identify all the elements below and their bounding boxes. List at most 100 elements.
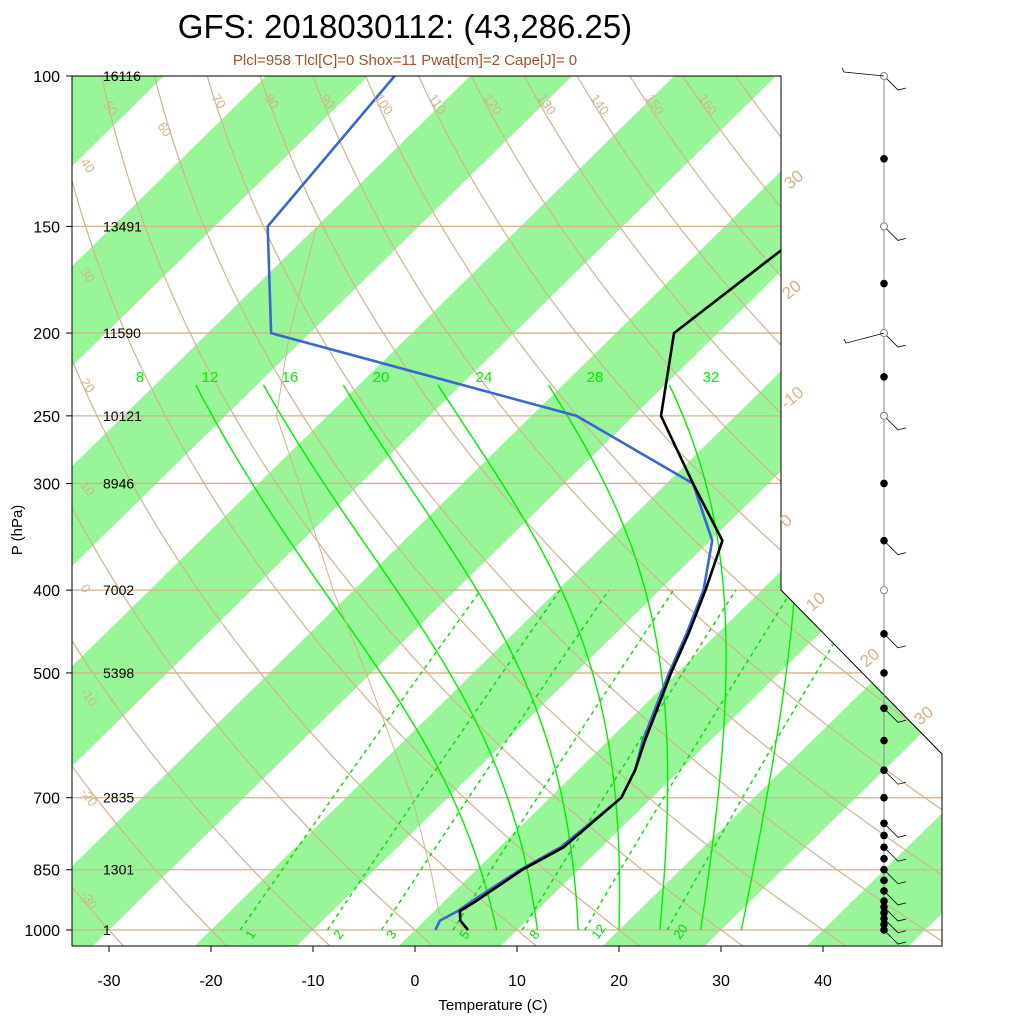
wind-barb xyxy=(883,823,907,838)
y-axis-label: P (hPa) xyxy=(9,505,26,556)
wind-barb-column xyxy=(841,67,907,945)
mixing-ratio-line xyxy=(452,589,675,931)
temperature-tick-label: -30 xyxy=(97,973,120,990)
chart-title: GFS: 2018030112: (43,286.25) xyxy=(177,8,633,45)
dry-adiabat xyxy=(930,76,942,946)
x-axis-label: Temperature (C) xyxy=(438,997,547,1014)
wind-barb xyxy=(883,769,907,785)
pressure-tick-label: 250 xyxy=(33,409,60,426)
mixing-ratio-line xyxy=(521,589,737,931)
moist-adiabat xyxy=(262,384,539,931)
temperature-tick-label: 40 xyxy=(814,973,832,990)
wind-barb xyxy=(883,226,907,241)
moist-adiabat-label: 16 xyxy=(282,369,299,386)
wind-level-dot xyxy=(880,793,888,802)
dry-adiabat-label: 40 xyxy=(78,155,99,175)
height-label: 16116 xyxy=(103,68,141,84)
dry-adiabat-label: 60 xyxy=(155,119,176,139)
temperature-tick-label: 30 xyxy=(712,973,730,990)
dry-adiabat-label: 140 xyxy=(588,91,613,117)
height-label: 2835 xyxy=(103,790,134,806)
isotherm-label: 10 xyxy=(802,588,829,615)
wind-level-dot xyxy=(880,897,888,905)
dry-adiabat-label: -20 xyxy=(78,785,101,809)
isotherm-band xyxy=(72,76,612,946)
wind-barb xyxy=(883,929,907,945)
dry-adiabat xyxy=(305,76,942,946)
wind-calm-marker xyxy=(880,411,888,420)
plot-frame xyxy=(71,75,943,947)
height-label: 8946 xyxy=(103,475,134,491)
moist-adiabat-label: 32 xyxy=(703,369,720,386)
pressure-tick-label: 700 xyxy=(33,791,60,808)
dewpoint-line xyxy=(266,76,714,931)
isotherm-band xyxy=(72,76,942,946)
wind-barb xyxy=(883,415,907,431)
wind-level-dot xyxy=(880,669,888,677)
moist-adiabat-label: 8 xyxy=(136,369,144,386)
mixing-ratio-line xyxy=(239,589,482,931)
wind-calm-marker xyxy=(880,586,888,595)
isotherm-label: 20 xyxy=(778,276,805,303)
wind-barb xyxy=(841,67,885,77)
pressure-tick-label: 500 xyxy=(33,666,60,683)
dry-adiabat-label: 50 xyxy=(101,98,122,118)
dry-adiabat xyxy=(461,76,942,946)
moist-adiabat xyxy=(437,384,621,930)
height-label: 10121 xyxy=(103,408,142,424)
isotherm-band xyxy=(582,76,942,946)
dry-adiabat-label: 10 xyxy=(78,478,99,498)
moist-adiabat-label: 12 xyxy=(202,369,219,386)
mixing-ratio-line xyxy=(584,589,793,931)
wind-level-dot xyxy=(880,279,888,288)
wind-level-dot xyxy=(880,876,888,885)
isotherm-label: 30 xyxy=(910,702,937,729)
mixing-ratio-label: 20 xyxy=(670,921,691,941)
wind-barb xyxy=(883,918,907,934)
temperature-line xyxy=(458,76,942,931)
wind-level-dot xyxy=(880,154,888,163)
wind-barb xyxy=(883,890,907,906)
moist-adiabat xyxy=(547,384,669,931)
height-label: 11590 xyxy=(103,325,141,341)
sounding-profiles xyxy=(266,76,942,931)
wind-barb xyxy=(883,846,907,862)
temperature-tick-label: -20 xyxy=(199,973,222,990)
wind-level-dot xyxy=(880,372,888,381)
height-label: 1 xyxy=(103,922,111,938)
temperature-tick-label: 10 xyxy=(508,973,526,990)
dry-adiabat xyxy=(72,76,540,946)
moist-adiabat xyxy=(195,384,498,931)
temperature-tick-label: -10 xyxy=(301,973,324,990)
chart-subtitle: Plcl=958 Tlcl[C]=0 Shox=11 Pwat[cm]=2 Ca… xyxy=(232,52,578,69)
dry-adiabat-label: 30 xyxy=(78,265,99,285)
wind-barb xyxy=(883,869,907,885)
dry-adiabat xyxy=(0,57,22,948)
dry-adiabat xyxy=(878,76,942,946)
dry-adiabat-label: 70 xyxy=(209,91,230,111)
height-label: 7002 xyxy=(103,582,134,598)
pressure-tick-label: 400 xyxy=(33,583,60,600)
pressure-tick-label: 100 xyxy=(33,69,60,86)
moist-adiabat-label: 24 xyxy=(476,369,493,386)
dry-adiabat xyxy=(72,76,643,946)
wind-barb xyxy=(883,707,907,723)
wind-barb xyxy=(883,906,907,922)
dry-adiabat xyxy=(409,76,942,946)
height-label: 1301 xyxy=(103,862,134,878)
wind-level-dot xyxy=(880,909,888,917)
moist-adiabat xyxy=(342,384,579,931)
wind-barb xyxy=(883,633,907,649)
wind-barb xyxy=(883,75,907,91)
temperature-tick-label: 20 xyxy=(610,973,628,990)
dry-adiabat xyxy=(72,76,437,946)
moist-adiabat-label: 28 xyxy=(587,369,604,386)
dry-adiabat-label: 80 xyxy=(262,91,283,111)
dry-adiabat xyxy=(253,76,942,946)
pressure-tick-label: 150 xyxy=(33,219,60,236)
isotherm-band xyxy=(72,76,816,946)
wind-barb xyxy=(883,332,907,348)
wind-level-dot xyxy=(880,479,888,488)
isotherm-band xyxy=(991,37,1024,965)
